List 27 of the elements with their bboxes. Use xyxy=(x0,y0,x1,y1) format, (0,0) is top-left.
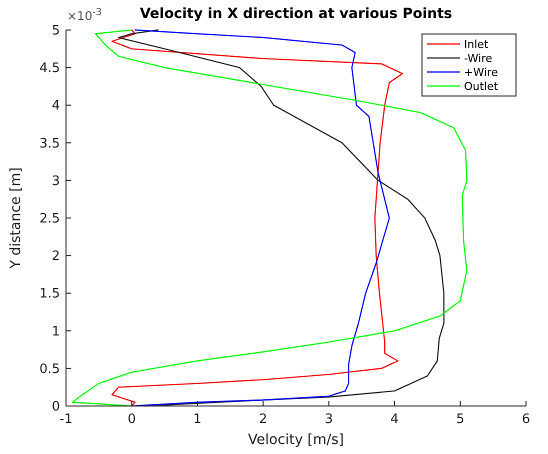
y-tick-label: 3 xyxy=(52,174,60,189)
y-tick-label: 2 xyxy=(52,249,60,264)
x-tick-label: 2 xyxy=(259,412,268,427)
x-tick-label: 6 xyxy=(522,412,530,427)
y-tick-label: 0.5 xyxy=(39,362,60,377)
y-tick-label: 4 xyxy=(52,98,60,114)
y-tick-label: 1 xyxy=(52,324,60,340)
y-tick-label: 1.5 xyxy=(39,286,60,302)
x-tick-label: -1 xyxy=(60,412,72,427)
chart-title: Velocity in X direction at various Points xyxy=(140,6,452,22)
y-axis-title: Y distance [m] xyxy=(8,167,24,270)
x-tick-label: 1 xyxy=(193,412,202,427)
y-tick-label: 0 xyxy=(52,400,60,414)
y-tick-label: 3.5 xyxy=(39,136,60,152)
x-tick-label: 3 xyxy=(324,412,333,427)
y-tick-label: 4.5 xyxy=(39,61,60,76)
y-tick-label: 2.5 xyxy=(39,212,60,226)
x-tick-label: 4 xyxy=(390,412,399,427)
x-axis-title: Velocity [m/s] xyxy=(248,432,344,448)
legend-label: Inlet xyxy=(464,38,490,51)
x-tick-label: 5 xyxy=(456,412,464,427)
legend-label: Outlet xyxy=(464,80,499,93)
y-tick-label: 5 xyxy=(52,24,60,38)
x-tick-label: 0 xyxy=(128,412,136,427)
legend-label: -Wire xyxy=(464,52,492,65)
legend-label: +Wire xyxy=(464,66,498,79)
text: ×10$^{-3}$ xyxy=(67,6,102,23)
